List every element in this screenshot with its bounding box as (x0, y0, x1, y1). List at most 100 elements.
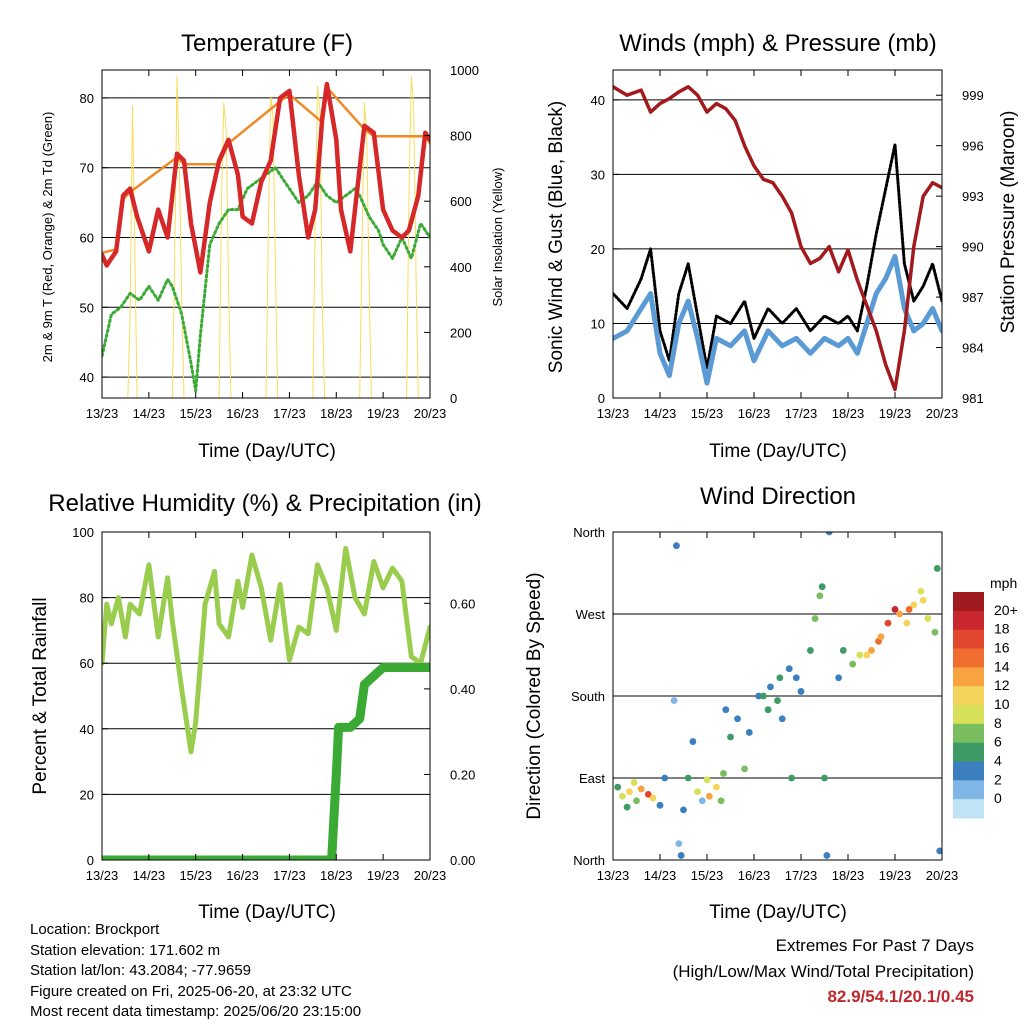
direction-point (661, 774, 669, 782)
direction-y-tick-label: South (571, 689, 605, 704)
temperature-x-tick-label: 14/23 (133, 406, 166, 421)
direction-title: Wind Direction (700, 483, 856, 510)
humidity-y2-tick-label: 0.40 (450, 682, 475, 697)
direction-point (868, 647, 875, 654)
direction-point (835, 674, 842, 682)
direction-point (673, 542, 680, 550)
direction-point (720, 770, 727, 777)
humidity-frame (101, 531, 431, 861)
colorbar-swatch (953, 629, 984, 649)
direction-y-tick-label: East (579, 771, 605, 786)
winds-y2-tick-label: 999 (962, 88, 984, 103)
direction-point (760, 692, 767, 700)
direction-point (924, 615, 932, 622)
direction-point (919, 596, 927, 604)
direction-x-tick-label: 18/23 (832, 868, 865, 883)
humidity-x-tick-label: 20/23 (414, 868, 447, 883)
direction-point (818, 583, 826, 591)
direction-point (896, 610, 904, 618)
direction-point (856, 651, 864, 659)
temperature-x-tick-label: 17/23 (273, 406, 306, 421)
winds-series-gust (613, 143, 942, 370)
humidity-x-tick-label: 17/23 (273, 868, 306, 883)
speed-colorbar: mph 20+ 18 16 14 12 10 8 6 4 2 0 (953, 575, 1018, 819)
colorbar-label: 10 (994, 696, 1010, 712)
direction-panel: Wind Direction Time (Day/UTC) Direction … (524, 483, 1018, 923)
direction-point (689, 738, 697, 745)
direction-point (698, 797, 706, 805)
latest-data-timestamp: Most recent data timestamp: 2025/06/20 2… (30, 1003, 362, 1020)
winds-y2-tick-label: 993 (962, 189, 984, 204)
direction-point (633, 797, 640, 805)
humidity-y-tick-label: 100 (72, 525, 94, 540)
direction-point (917, 587, 925, 595)
winds-frame (612, 69, 943, 399)
colorbar-swatch (953, 667, 984, 687)
direction-point (764, 706, 772, 714)
humidity-y-tick-label: 20 (80, 787, 94, 802)
station-location: Location: Brockport (30, 921, 160, 938)
direction-point (675, 840, 683, 847)
humidity-y2-tick-label: 0.20 (450, 767, 475, 782)
temperature-x-tick-label: 19/23 (367, 406, 400, 421)
direction-point (741, 765, 748, 773)
colorbar-label: 8 (994, 715, 1002, 731)
winds-y2-tick-label: 987 (962, 290, 984, 305)
temperature-y-tick-label: 60 (80, 230, 94, 245)
humidity-panel: Relative Humidity (%) & Precipitation (i… (30, 490, 482, 923)
temperature-title: Temperature (F) (181, 30, 353, 57)
winds-x-tick-label: 14/23 (644, 406, 677, 421)
winds-y2-tick-label: 990 (962, 240, 984, 255)
winds-series-pressure (613, 85, 942, 392)
winds-plot-area (613, 85, 942, 392)
temperature-y-label: 2m & 9m T (Red, Orange) & 2m Td (Green) (40, 112, 55, 363)
direction-y-tick-label: West (576, 607, 606, 622)
direction-point (614, 783, 622, 791)
direction-point (727, 733, 734, 741)
direction-point (816, 592, 824, 600)
colorbar-label: 20+ (994, 602, 1018, 618)
humidity-title: Relative Humidity (%) & Precipitation (i… (48, 490, 481, 517)
temperature-panel: Temperature (F) Time (Day/UTC) 2m & 9m T… (40, 30, 505, 462)
direction-x-tick-label: 19/23 (879, 868, 912, 883)
winds-series-wind (613, 253, 942, 386)
colorbar-swatch (953, 780, 984, 800)
direction-x-tick-label: 14/23 (644, 868, 677, 883)
direction-point (797, 688, 805, 695)
winds-y-tick-label: 0 (598, 391, 605, 406)
winds-y2-tick-label: 981 (962, 391, 984, 406)
colorbar-label: 16 (994, 640, 1010, 656)
temperature-x-tick-label: 18/23 (320, 406, 353, 421)
winds-y2-label: Station Pressure (Maroon) (998, 111, 1019, 334)
direction-point (713, 783, 720, 791)
temperature-series-temp_9m (102, 86, 430, 255)
direction-point (776, 674, 784, 682)
direction-point (684, 774, 692, 782)
direction-point (705, 792, 713, 800)
temperature-x-tick-label: 16/23 (226, 406, 259, 421)
winds-y2-tick-label: 984 (962, 341, 984, 356)
direction-point (839, 647, 847, 654)
figure-created: Figure created on Fri, 2025-06-20, at 23… (30, 982, 352, 1000)
direction-x-tick-label: 13/23 (597, 868, 630, 883)
direction-point (722, 706, 730, 714)
colorbar-swatch (953, 761, 984, 781)
direction-point (891, 606, 899, 613)
colorbar-label: 12 (994, 677, 1010, 693)
direction-point (637, 785, 645, 793)
direction-point (755, 692, 763, 700)
direction-x-tick-label: 16/23 (738, 868, 771, 883)
direction-point (877, 633, 885, 641)
humidity-y-tick-label: 80 (80, 591, 94, 606)
direction-point (903, 619, 911, 627)
extremes-box: Extremes For Past 7 Days (High/Low/Max W… (673, 933, 974, 1010)
temperature-y2-tick-label: 400 (450, 260, 472, 275)
winds-y-tick-label: 40 (591, 93, 605, 108)
station-info: Location: Brockport Station elevation: 1… (30, 920, 361, 1023)
winds-x-tick-label: 17/23 (785, 406, 818, 421)
temperature-x-tick-label: 20/23 (414, 406, 447, 421)
temperature-y-tick-label: 70 (80, 161, 94, 176)
humidity-y-label: Percent & Total Rainfall (30, 597, 51, 794)
colorbar-swatch (953, 799, 984, 819)
